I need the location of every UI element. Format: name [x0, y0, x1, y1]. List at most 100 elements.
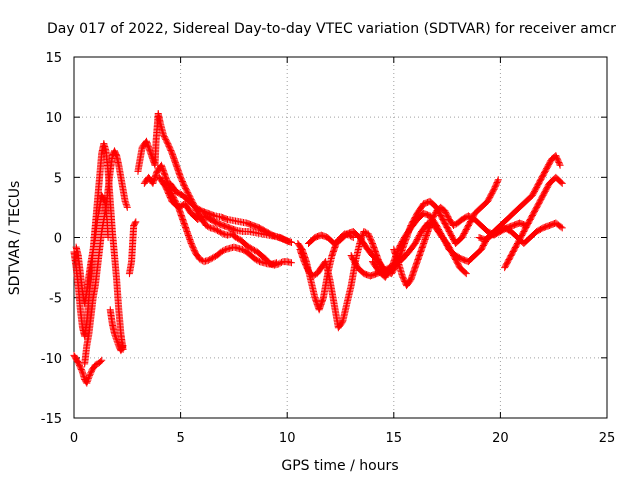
data-point — [112, 334, 120, 342]
data-point — [111, 330, 119, 338]
x-tick-label: 0 — [70, 431, 78, 446]
y-tick-label: -10 — [41, 352, 62, 367]
data-point — [85, 373, 93, 381]
data-point — [253, 256, 261, 264]
data-point — [233, 234, 241, 242]
data-point — [219, 247, 227, 255]
data-point — [104, 234, 112, 241]
data-point — [91, 361, 99, 369]
data-point — [558, 224, 566, 232]
data-point — [287, 259, 295, 267]
data-point — [449, 221, 457, 229]
data-point — [287, 238, 295, 246]
data-point — [205, 223, 213, 231]
data-point — [461, 269, 469, 277]
data-point — [555, 160, 563, 168]
data-point — [249, 246, 257, 254]
data-point — [97, 357, 105, 365]
x-tick-label: 10 — [279, 431, 296, 446]
data-point — [232, 234, 240, 241]
data-point — [122, 200, 130, 208]
y-tick-label: 5 — [54, 171, 62, 186]
data-point — [557, 178, 565, 186]
data-point — [113, 336, 121, 344]
data-point — [123, 202, 131, 210]
data-point — [83, 379, 91, 387]
data-point — [204, 256, 212, 264]
series-track-m — [305, 176, 502, 278]
data-point — [84, 376, 92, 384]
y-tick-label: 10 — [45, 111, 62, 126]
series-track-a — [70, 351, 106, 387]
x-tick-label: 5 — [176, 431, 184, 446]
x-tick-label: 15 — [386, 431, 403, 446]
series-track-q — [501, 173, 566, 272]
y-tick-label: 15 — [45, 51, 62, 66]
data-point — [123, 203, 131, 211]
series-track-f — [125, 218, 140, 278]
data-point — [246, 244, 254, 252]
data-point — [309, 272, 317, 280]
data-point — [240, 246, 248, 254]
data-point — [83, 378, 91, 386]
y-axis-label: SDTVAR / TECUs — [7, 181, 23, 296]
data-point — [119, 343, 127, 351]
data-point — [360, 227, 368, 235]
data-point — [204, 222, 212, 230]
data-point — [361, 228, 369, 236]
y-tick-label: 0 — [54, 232, 62, 247]
data-point — [122, 199, 130, 207]
data-point — [212, 226, 220, 234]
data-point — [206, 256, 214, 264]
x-axis-label: GPS time / hours — [281, 458, 398, 474]
data-point — [196, 255, 204, 263]
data-point — [207, 255, 215, 263]
data-point — [215, 227, 223, 235]
chart-title: Day 017 of 2022, Sidereal Day-to-day VTE… — [47, 21, 616, 37]
data-point — [218, 229, 226, 237]
data-point — [248, 245, 256, 253]
data-point — [86, 372, 94, 380]
data-point — [254, 257, 262, 265]
data-point — [98, 356, 106, 364]
data-point — [211, 225, 219, 233]
data-point — [349, 234, 357, 241]
data-point — [84, 375, 92, 383]
y-tick-label: -5 — [49, 292, 62, 307]
data-point — [451, 221, 459, 229]
data-point — [494, 176, 502, 184]
series-track-g — [134, 110, 295, 269]
y-tick-label: -15 — [41, 412, 62, 427]
data-point — [197, 256, 205, 264]
data-points — [70, 110, 566, 387]
data-point — [210, 253, 218, 261]
data-point — [462, 270, 470, 278]
data-point — [251, 246, 259, 254]
data-point — [556, 161, 564, 169]
data-point — [220, 246, 228, 254]
data-point — [557, 223, 565, 231]
series-track-b — [70, 140, 127, 353]
x-tick-label: 20 — [492, 431, 509, 446]
data-point — [119, 342, 127, 350]
data-point — [132, 218, 140, 226]
data-point — [113, 337, 121, 345]
data-point — [245, 243, 253, 251]
data-point — [209, 254, 217, 262]
data-point — [121, 197, 129, 205]
data-point — [216, 228, 224, 236]
data-point — [273, 259, 281, 267]
data-point — [114, 339, 122, 347]
data-point — [217, 248, 225, 256]
data-point — [238, 246, 246, 254]
data-point — [310, 271, 318, 279]
data-point — [131, 219, 139, 227]
axis-ticks: 0 5 10 15 20 25 -15 -10 -5 0 5 10 15 — [41, 51, 616, 446]
series-track-j — [166, 179, 295, 246]
x-tick-label: 25 — [599, 431, 616, 446]
data-point — [202, 221, 210, 229]
data-point — [558, 179, 566, 187]
data-point — [87, 369, 95, 377]
data-point — [93, 360, 101, 368]
